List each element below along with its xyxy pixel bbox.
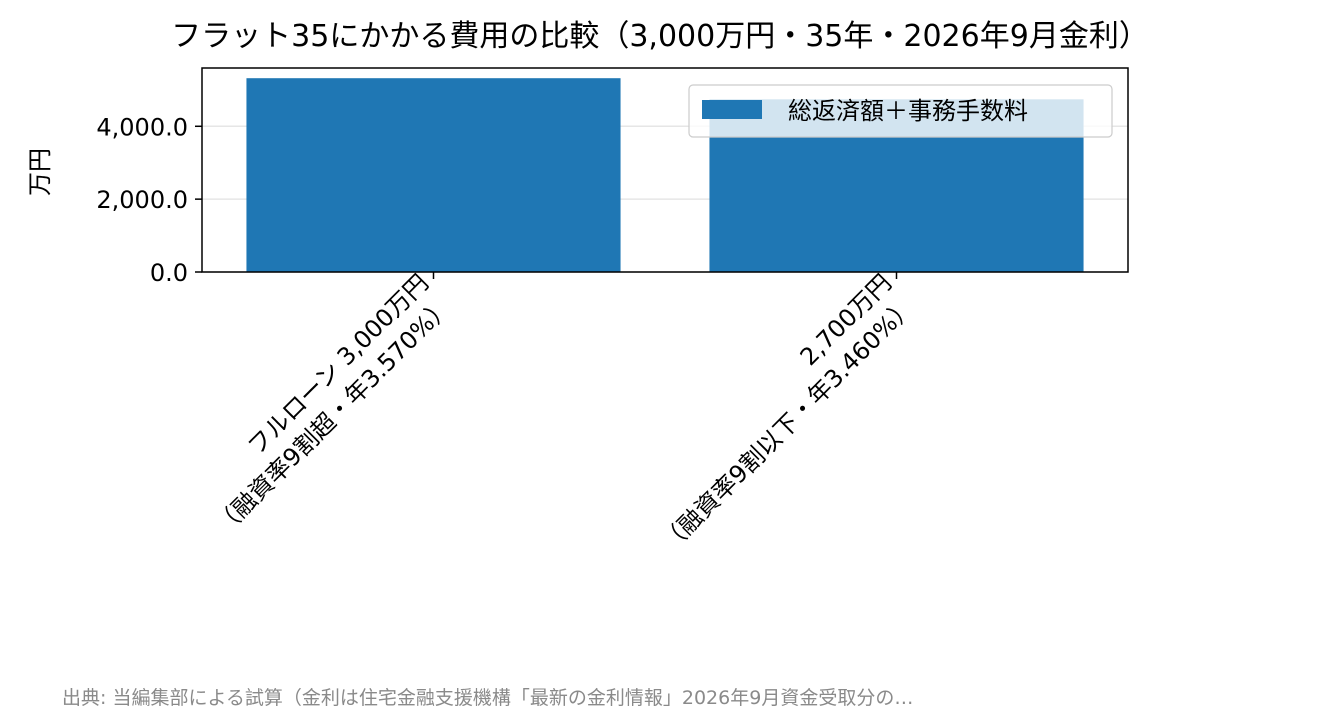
- x-axis-ticks: フルローン 3,000万円（融資率9割超・年3.570%） 2,700万円（融資率…: [186, 269, 920, 557]
- svg-text:フルローン 3,000万円（融資率9割超・年3.570%）: フルローン 3,000万円（融資率9割超・年3.570%）: [186, 269, 457, 540]
- legend-label: 総返済額＋事務手数料: [788, 97, 1028, 125]
- svg-text:2,700万円（融資率9割以下・年3.460%）: 2,700万円（融資率9割以下・年3.460%）: [632, 269, 920, 557]
- legend: 総返済額＋事務手数料: [688, 84, 1113, 138]
- plot-frame: [201, 67, 1129, 273]
- x-tick-label-line: （融資率9割以下・年3.460%）: [655, 292, 920, 557]
- legend-swatch: [702, 100, 762, 119]
- legend-frame: [688, 84, 1113, 138]
- chart-title: フラット35にかかる費用の比較（3,000万円・35年・2026年9月金利）: [171, 19, 1149, 54]
- x-tick-label-line: フルローン 3,000万円: [242, 269, 434, 461]
- x-tick-label-line: （融資率9割超・年3.570%）: [209, 292, 457, 540]
- bar: [246, 78, 621, 272]
- y-tick-label: 0.0: [150, 259, 188, 287]
- y-axis-label: 万円: [26, 148, 54, 196]
- y-axis-ticks: 0.0 2,000.0 4,000.0: [96, 113, 202, 287]
- y-tick-label: 2,000.0: [96, 186, 188, 214]
- y-tick-label: 4,000.0: [96, 113, 188, 141]
- x-tick-label: 2,700万円（融資率9割以下・年3.460%）: [632, 269, 920, 557]
- source-note: 出典: 当編集部による試算（金利は住宅金融支援機構「最新の金利情報」2026年9…: [62, 687, 913, 709]
- x-tick-label: フルローン 3,000万円（融資率9割超・年3.570%）: [186, 269, 457, 540]
